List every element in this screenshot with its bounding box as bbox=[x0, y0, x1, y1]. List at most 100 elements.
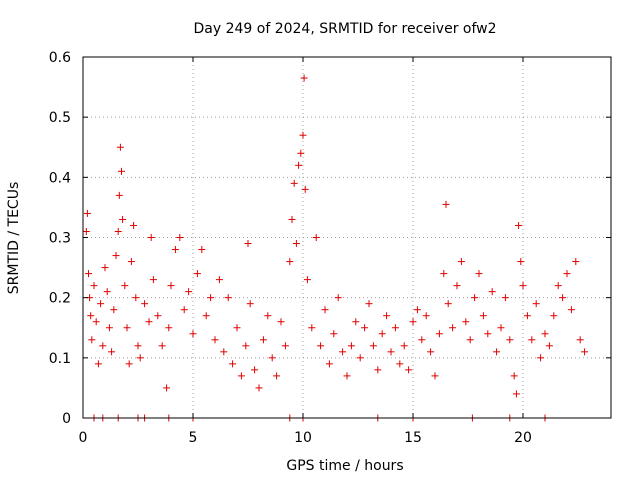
x-tick-label: 5 bbox=[189, 430, 198, 446]
data-point bbox=[118, 167, 125, 175]
data-point bbox=[317, 342, 325, 350]
data-point bbox=[484, 330, 492, 338]
data-point bbox=[532, 300, 540, 308]
data-point bbox=[85, 270, 92, 278]
data-point bbox=[347, 342, 355, 350]
data-point bbox=[101, 264, 109, 272]
data-point bbox=[300, 74, 308, 82]
data-point bbox=[163, 384, 171, 392]
data-point bbox=[387, 348, 395, 356]
data-point bbox=[193, 270, 201, 278]
data-point bbox=[435, 330, 443, 338]
data-point bbox=[154, 312, 162, 320]
data-point bbox=[356, 354, 364, 362]
data-point bbox=[268, 354, 276, 362]
data-point bbox=[132, 294, 140, 302]
data-point bbox=[321, 306, 329, 314]
data-point bbox=[108, 348, 116, 356]
data-point bbox=[105, 324, 113, 332]
data-point bbox=[145, 318, 153, 326]
data-point bbox=[288, 215, 296, 223]
data-point bbox=[130, 221, 138, 229]
data-point bbox=[369, 342, 377, 350]
data-point bbox=[440, 270, 448, 278]
data-point bbox=[229, 360, 237, 368]
data-point bbox=[457, 258, 465, 266]
x-tick-label: 0 bbox=[79, 430, 88, 446]
data-point bbox=[220, 348, 228, 356]
data-point bbox=[277, 318, 285, 326]
data-point bbox=[427, 348, 435, 356]
data-point bbox=[523, 312, 531, 320]
data-point bbox=[374, 366, 382, 374]
data-point bbox=[413, 306, 421, 314]
data-point bbox=[136, 354, 144, 362]
y-axis-label: SRMTID / TECUs bbox=[6, 182, 22, 295]
data-point bbox=[295, 161, 303, 169]
data-point bbox=[94, 360, 102, 368]
data-point bbox=[90, 282, 98, 290]
data-point bbox=[444, 300, 452, 308]
data-point bbox=[497, 324, 505, 332]
data-point bbox=[147, 234, 155, 241]
data-point bbox=[87, 312, 95, 320]
y-tick-label: 0.6 bbox=[49, 50, 71, 66]
data-point bbox=[330, 330, 338, 338]
data-point bbox=[567, 306, 575, 314]
data-point bbox=[488, 288, 496, 296]
data-point bbox=[251, 366, 259, 374]
data-point bbox=[563, 270, 571, 278]
data-point bbox=[418, 336, 426, 344]
data-point bbox=[158, 342, 166, 350]
data-point bbox=[290, 179, 298, 187]
data-point bbox=[396, 360, 404, 368]
data-point bbox=[103, 288, 111, 296]
data-point bbox=[528, 336, 536, 344]
data-point bbox=[361, 324, 369, 332]
data-point bbox=[149, 276, 157, 284]
data-point bbox=[114, 227, 122, 235]
data-point bbox=[237, 372, 245, 380]
data-point bbox=[119, 215, 127, 223]
data-point bbox=[383, 312, 391, 320]
data-point bbox=[246, 300, 254, 308]
data-point bbox=[233, 324, 241, 332]
y-tick-label: 0.1 bbox=[49, 351, 71, 367]
y-tick-label: 0 bbox=[62, 411, 71, 427]
data-point bbox=[115, 191, 123, 199]
data-point bbox=[510, 372, 518, 380]
data-point bbox=[334, 294, 342, 302]
data-point bbox=[286, 258, 294, 266]
data-point bbox=[453, 282, 461, 290]
data-point bbox=[134, 342, 142, 350]
data-point bbox=[125, 360, 133, 368]
data-point bbox=[541, 330, 549, 338]
data-point bbox=[99, 342, 107, 350]
data-points bbox=[82, 74, 589, 422]
data-point bbox=[343, 372, 351, 380]
data-point bbox=[378, 330, 386, 338]
data-point bbox=[554, 282, 562, 290]
data-point bbox=[442, 200, 450, 208]
data-point bbox=[281, 342, 289, 350]
data-point bbox=[83, 209, 91, 217]
data-point bbox=[189, 330, 197, 338]
data-point bbox=[165, 324, 173, 332]
data-point bbox=[422, 312, 430, 320]
data-point bbox=[479, 312, 487, 320]
data-point bbox=[97, 300, 105, 308]
data-point bbox=[211, 336, 219, 344]
data-point bbox=[116, 143, 124, 151]
data-point bbox=[92, 318, 100, 326]
data-point bbox=[255, 384, 263, 392]
data-point bbox=[167, 282, 175, 290]
data-point bbox=[171, 246, 179, 254]
data-point bbox=[207, 294, 215, 302]
data-point bbox=[576, 336, 584, 344]
data-point bbox=[493, 348, 501, 356]
data-point bbox=[185, 288, 193, 296]
data-point bbox=[409, 318, 417, 326]
data-point bbox=[299, 131, 307, 139]
data-point bbox=[400, 342, 408, 350]
